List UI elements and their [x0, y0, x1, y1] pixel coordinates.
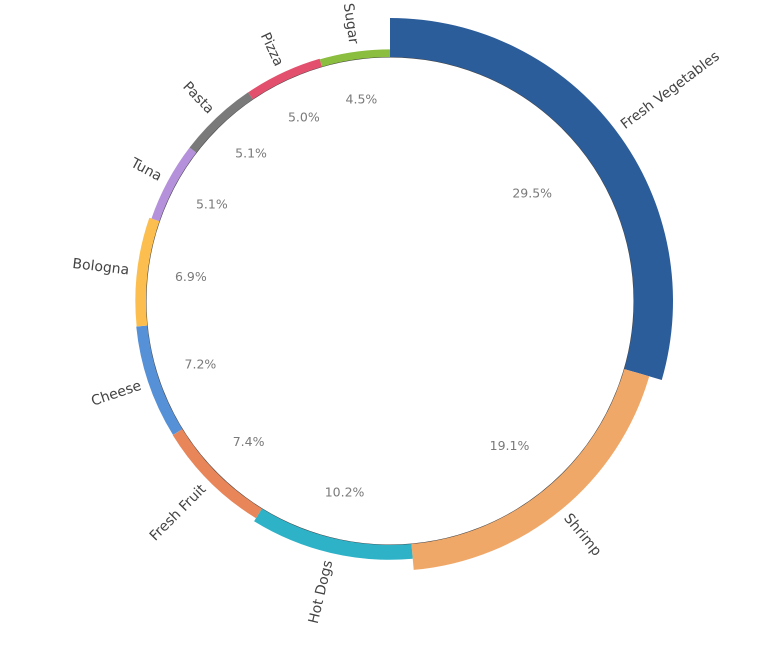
percent-labels: 29.5% 19.1% 10.2% 7.4% 7.2% 6.9% 5.1% 5.1% 5.0% 4… [175, 92, 552, 500]
percent-label-pasta: 5.1% [235, 145, 267, 160]
category-label-fresh-fruit: Fresh Fruit [147, 481, 210, 544]
bar-sugar[interactable] [319, 49, 390, 67]
bar-fresh-vegetables[interactable] [390, 18, 673, 380]
percent-label-bologna: 6.9% [175, 269, 207, 284]
category-label-hot-dogs: Hot Dogs [306, 559, 336, 626]
percent-label-tuna: 5.1% [196, 197, 228, 212]
bar-fresh-fruit[interactable] [172, 429, 262, 519]
bar-shrimp[interactable] [411, 369, 650, 570]
bar-bologna[interactable] [135, 217, 160, 327]
percent-label-sugar: 4.5% [346, 92, 378, 107]
percent-label-shrimp: 19.1% [490, 438, 530, 453]
category-label-sugar: Sugar [340, 2, 362, 45]
category-label-fresh-vegetables: Fresh Vegetables [618, 48, 723, 132]
bar-cheese[interactable] [136, 325, 183, 435]
category-label-pasta: Pasta [179, 79, 217, 117]
category-label-shrimp: Shrimp [560, 511, 604, 560]
percent-label-cheese: 7.2% [185, 357, 217, 372]
bar-pasta[interactable] [189, 92, 253, 153]
category-label-pizza: Pizza [257, 30, 287, 69]
percent-label-pizza: 5.0% [288, 109, 320, 124]
category-label-bologna: Bologna [72, 256, 130, 278]
percent-label-fresh-vegetables: 29.5% [512, 186, 552, 201]
bar-pizza[interactable] [248, 58, 322, 100]
category-label-cheese: Cheese [89, 378, 143, 410]
category-labels: Fresh Vegetables Shrimp Hot Dogs Fresh Frui… [72, 2, 723, 625]
percent-label-hot-dogs: 10.2% [325, 484, 365, 499]
bar-tuna[interactable] [151, 147, 197, 222]
base-ring [145, 56, 635, 546]
chart-bars [135, 18, 673, 570]
percent-label-fresh-fruit: 7.4% [233, 434, 265, 449]
category-label-tuna: Tuna [127, 155, 164, 185]
bar-hot-dogs[interactable] [254, 508, 413, 560]
